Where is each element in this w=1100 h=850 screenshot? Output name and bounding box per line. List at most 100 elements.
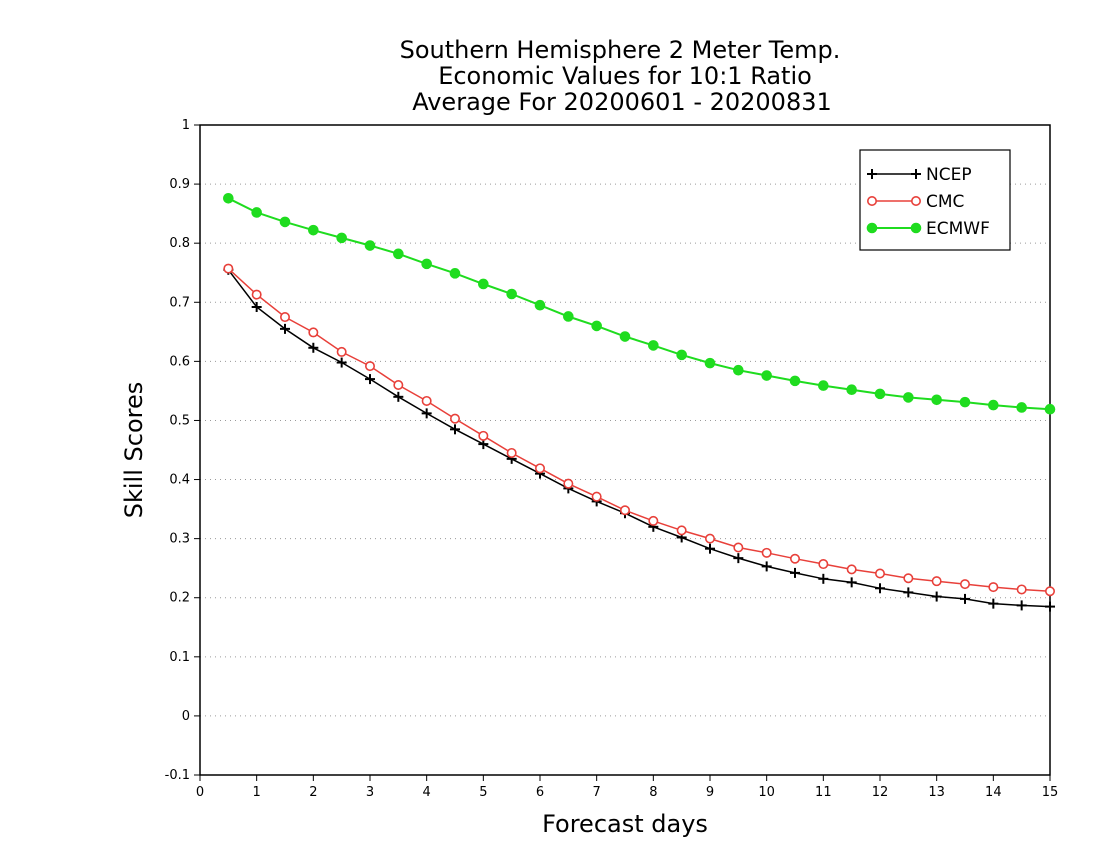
cmc-point (789, 553, 800, 564)
ecmwf-point (279, 216, 291, 228)
ecmwf-point (846, 384, 857, 396)
ncep-point (280, 323, 290, 334)
x-tick-label: 13 (928, 785, 945, 800)
ecmwf-point (364, 240, 376, 251)
grid-lines (200, 183, 1050, 717)
ecmwf-point (959, 396, 971, 408)
ncep-point (931, 591, 942, 602)
cmc-point (1045, 586, 1056, 597)
x-tick-label: 8 (649, 785, 657, 800)
ncep-point (988, 598, 999, 609)
y-tick-label: 0.2 (169, 591, 190, 606)
ncep-point (733, 553, 744, 564)
ncep-point (1045, 601, 1055, 612)
ecmwf-point (761, 370, 772, 381)
cmc-point (874, 568, 885, 579)
x-tick-label: 11 (815, 785, 832, 800)
y-tick-label: 0.7 (169, 295, 190, 310)
cmc-point (591, 491, 602, 502)
ecmwf-point (988, 399, 999, 411)
ecmwf-point (789, 375, 801, 387)
y-tick-label: 0.5 (169, 413, 190, 428)
y-tick-label: 0.6 (169, 354, 190, 369)
legend-label-ecmwf: ECMWF (926, 219, 990, 239)
cmc-point (733, 542, 744, 553)
ecmwf-point (704, 357, 716, 369)
legend-label-ncep: NCEP (926, 165, 972, 185)
cmc-line (227, 268, 1051, 592)
ecmwf-point (421, 258, 432, 270)
ncep-point (818, 573, 829, 584)
ecmwf-point (648, 340, 659, 351)
ncep-point (251, 302, 262, 312)
cmc-point (421, 395, 432, 406)
legend-item-cmc: CMC (866, 192, 964, 212)
x-tick-label: 4 (423, 785, 431, 800)
ncep-line (227, 269, 1051, 608)
ecmwf-point (393, 248, 404, 260)
cmc-point (704, 533, 715, 544)
legend-marker-cmc (866, 196, 877, 207)
ncep-point (705, 543, 715, 554)
legend: NCEP CMC ECMWF (859, 149, 1011, 251)
y-axis-label: Skill Scores (120, 382, 148, 519)
cmc-point (279, 312, 290, 323)
ecmwf-point (903, 392, 914, 403)
series-ecmwf (223, 192, 1056, 415)
x-tick-label: 0 (196, 785, 204, 800)
x-tick-label: 1 (253, 785, 261, 800)
x-tick-label: 5 (479, 785, 487, 800)
chart-title: Southern Hemisphere 2 Meter Temp. Econom… (400, 36, 841, 116)
ecmwf-point (818, 380, 829, 391)
ecmwf-point (336, 232, 347, 244)
legend-label-cmc: CMC (926, 192, 964, 212)
ecmwf-point (874, 388, 886, 400)
x-tick-label: 14 (985, 785, 1002, 800)
legend-marker-ncep (867, 169, 877, 179)
legend-box (859, 149, 1011, 251)
legend-marker-ncep (911, 169, 921, 179)
legend-item-ncep: NCEP (867, 165, 972, 185)
y-tick-label: 0.1 (169, 650, 190, 665)
cmc-point (648, 515, 659, 526)
x-tick-label: 7 (593, 785, 601, 800)
plot-frame (199, 124, 1051, 776)
y-tick-label: 0.9 (169, 177, 190, 192)
legend-marker-ecmwf (910, 222, 922, 234)
y-tick-label: 0.4 (169, 473, 190, 488)
x-tick-label: 15 (1042, 785, 1059, 800)
cmc-point (449, 413, 460, 424)
x-tick-label: 2 (309, 785, 317, 800)
chart-title-line-1: Southern Hemisphere 2 Meter Temp. (400, 36, 841, 64)
ncep-point (1016, 600, 1027, 611)
ecmwf-point (506, 288, 517, 300)
x-tick-label: 9 (706, 785, 714, 800)
ecmwf-point (733, 364, 744, 376)
ecmwf-point (591, 320, 602, 332)
ncep-point (846, 577, 857, 588)
ncep-point (365, 374, 375, 385)
cmc-point (676, 525, 687, 536)
y-tick-label: -0.1 (165, 768, 190, 783)
ecmwf-point (534, 299, 546, 311)
chart-title-line-3: Average For 20200601 - 20200831 (412, 88, 832, 116)
legend-marker-ecmwf (866, 222, 878, 234)
y-tick-label: 0.3 (169, 532, 190, 547)
ncep-point (903, 587, 914, 598)
cmc-point (846, 564, 857, 575)
ncep-point (336, 357, 347, 368)
x-tick-label: 6 (536, 785, 544, 800)
axes: -0.100.10.20.30.40.50.60.70.80.910 1 2 3 4 5 6… (165, 118, 1059, 800)
cmc-point (478, 430, 489, 441)
cmc-point (818, 559, 829, 570)
ecmwf-point (619, 331, 631, 342)
chart-title-line-2: Economic Values for 10:1 Ratio (438, 62, 812, 90)
cmc-point (336, 346, 347, 357)
y-tick-label: 0.8 (169, 236, 190, 251)
ncep-point (875, 583, 885, 594)
cmc-point (761, 547, 772, 558)
ecmwf-point (251, 207, 262, 218)
y-tick-label: 1 (182, 118, 190, 133)
